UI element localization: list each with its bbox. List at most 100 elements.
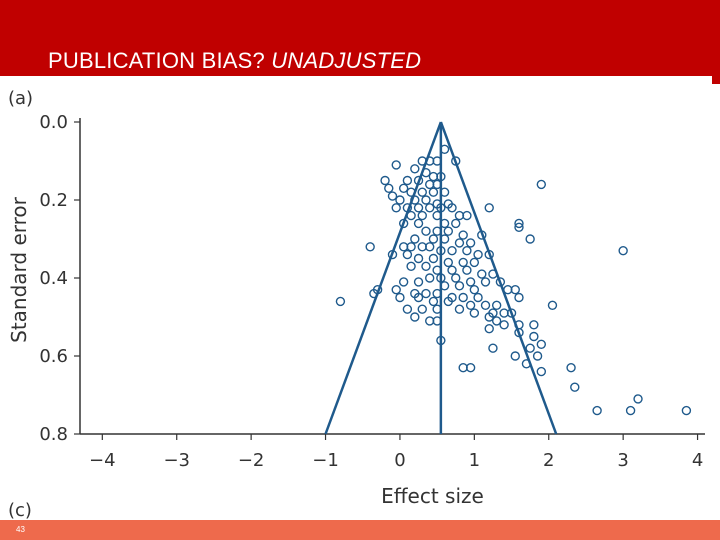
x-tick-label: 4 <box>692 450 703 471</box>
data-point <box>477 269 487 279</box>
page-number: 43 <box>16 525 25 534</box>
data-point <box>506 308 517 318</box>
x-axis-title: Effect size <box>381 484 484 508</box>
data-point <box>592 405 602 416</box>
data-point <box>514 222 524 233</box>
data-point <box>406 261 416 272</box>
data-point <box>499 320 509 330</box>
data-point <box>410 195 420 205</box>
data-point <box>421 288 431 299</box>
data-point <box>335 296 346 307</box>
data-point <box>406 210 416 221</box>
data-point <box>417 187 427 197</box>
data-point <box>451 218 461 229</box>
data-point <box>514 327 524 338</box>
data-point <box>398 218 409 229</box>
data-point <box>387 191 398 201</box>
data-point <box>402 304 413 314</box>
data-point <box>432 156 442 166</box>
data-point <box>469 308 480 318</box>
data-point <box>469 284 480 295</box>
data-point <box>633 394 643 404</box>
data-point <box>421 195 431 205</box>
x-tick-label: −1 <box>312 450 339 471</box>
data-point <box>510 351 520 361</box>
data-point <box>532 351 543 361</box>
data-point <box>391 160 401 170</box>
data-point <box>525 234 535 244</box>
data-point <box>432 210 442 221</box>
data-point <box>491 316 502 326</box>
slide-header: PUBLICATION BIAS? UNADJUSTED <box>0 0 720 76</box>
data-point <box>436 273 446 283</box>
data-point <box>410 164 420 174</box>
x-tick-label: 0 <box>394 450 405 471</box>
data-point <box>432 316 442 326</box>
data-point <box>410 312 420 322</box>
data-point <box>462 210 472 221</box>
data-point <box>395 292 405 303</box>
data-point <box>406 187 416 197</box>
data-point <box>547 300 558 311</box>
data-point <box>425 203 435 213</box>
data-point <box>443 226 454 236</box>
funnel-plot: (a) (c) 0.0 0.2 0.4 0.6 0.8 −4 −3 −2 −1 0 1 2 3 4 Ef… <box>7 88 705 520</box>
data-point <box>398 277 409 287</box>
data-point <box>425 273 435 283</box>
data-point <box>454 304 465 314</box>
panel-label-c: (c) <box>8 500 32 520</box>
data-point <box>432 179 442 190</box>
data-point <box>480 277 491 287</box>
data-point <box>402 249 413 260</box>
data-point <box>417 304 427 314</box>
data-point <box>521 359 532 369</box>
data-point <box>395 195 405 205</box>
data-point <box>484 312 494 322</box>
slide-footer: 43 <box>0 520 720 540</box>
data-point <box>514 218 524 229</box>
y-tick-label: 0.8 <box>39 424 68 445</box>
data-point <box>625 405 636 416</box>
data-point <box>398 183 409 194</box>
data-point <box>458 292 468 303</box>
data-point <box>473 249 483 260</box>
data-point <box>413 175 424 186</box>
data-point <box>462 245 472 256</box>
data-point <box>387 249 398 260</box>
data-point <box>529 331 539 342</box>
data-point <box>447 245 457 256</box>
data-point <box>439 144 450 155</box>
data-point <box>454 281 465 291</box>
data-point <box>428 253 439 264</box>
header-corner-accent <box>712 70 720 84</box>
data-point <box>443 296 454 307</box>
data-point <box>536 366 547 377</box>
data-point <box>384 183 394 194</box>
data-point <box>410 234 420 244</box>
data-point <box>451 273 461 283</box>
data-point <box>436 171 446 182</box>
y-tick-label: 0.0 <box>39 112 68 133</box>
data-point <box>391 203 401 213</box>
data-point <box>439 218 450 229</box>
data-point <box>380 175 390 186</box>
data-point <box>406 242 416 252</box>
data-point <box>454 238 465 248</box>
data-point <box>477 230 487 240</box>
slide-title-main: PUBLICATION BIAS? <box>48 48 265 73</box>
data-point <box>529 320 539 330</box>
data-point <box>402 175 413 186</box>
data-point <box>484 249 494 260</box>
data-point <box>451 156 461 166</box>
x-tick-label: −4 <box>89 450 116 471</box>
y-axis-title: Standard error <box>7 196 31 343</box>
data-point <box>491 300 502 311</box>
data-point <box>369 288 379 299</box>
data-point <box>428 296 439 307</box>
data-point <box>443 257 454 268</box>
panel-label-a: (a) <box>8 88 33 109</box>
data-point <box>465 300 476 311</box>
data-point <box>365 242 375 252</box>
data-point <box>439 281 450 291</box>
data-point <box>432 226 442 236</box>
